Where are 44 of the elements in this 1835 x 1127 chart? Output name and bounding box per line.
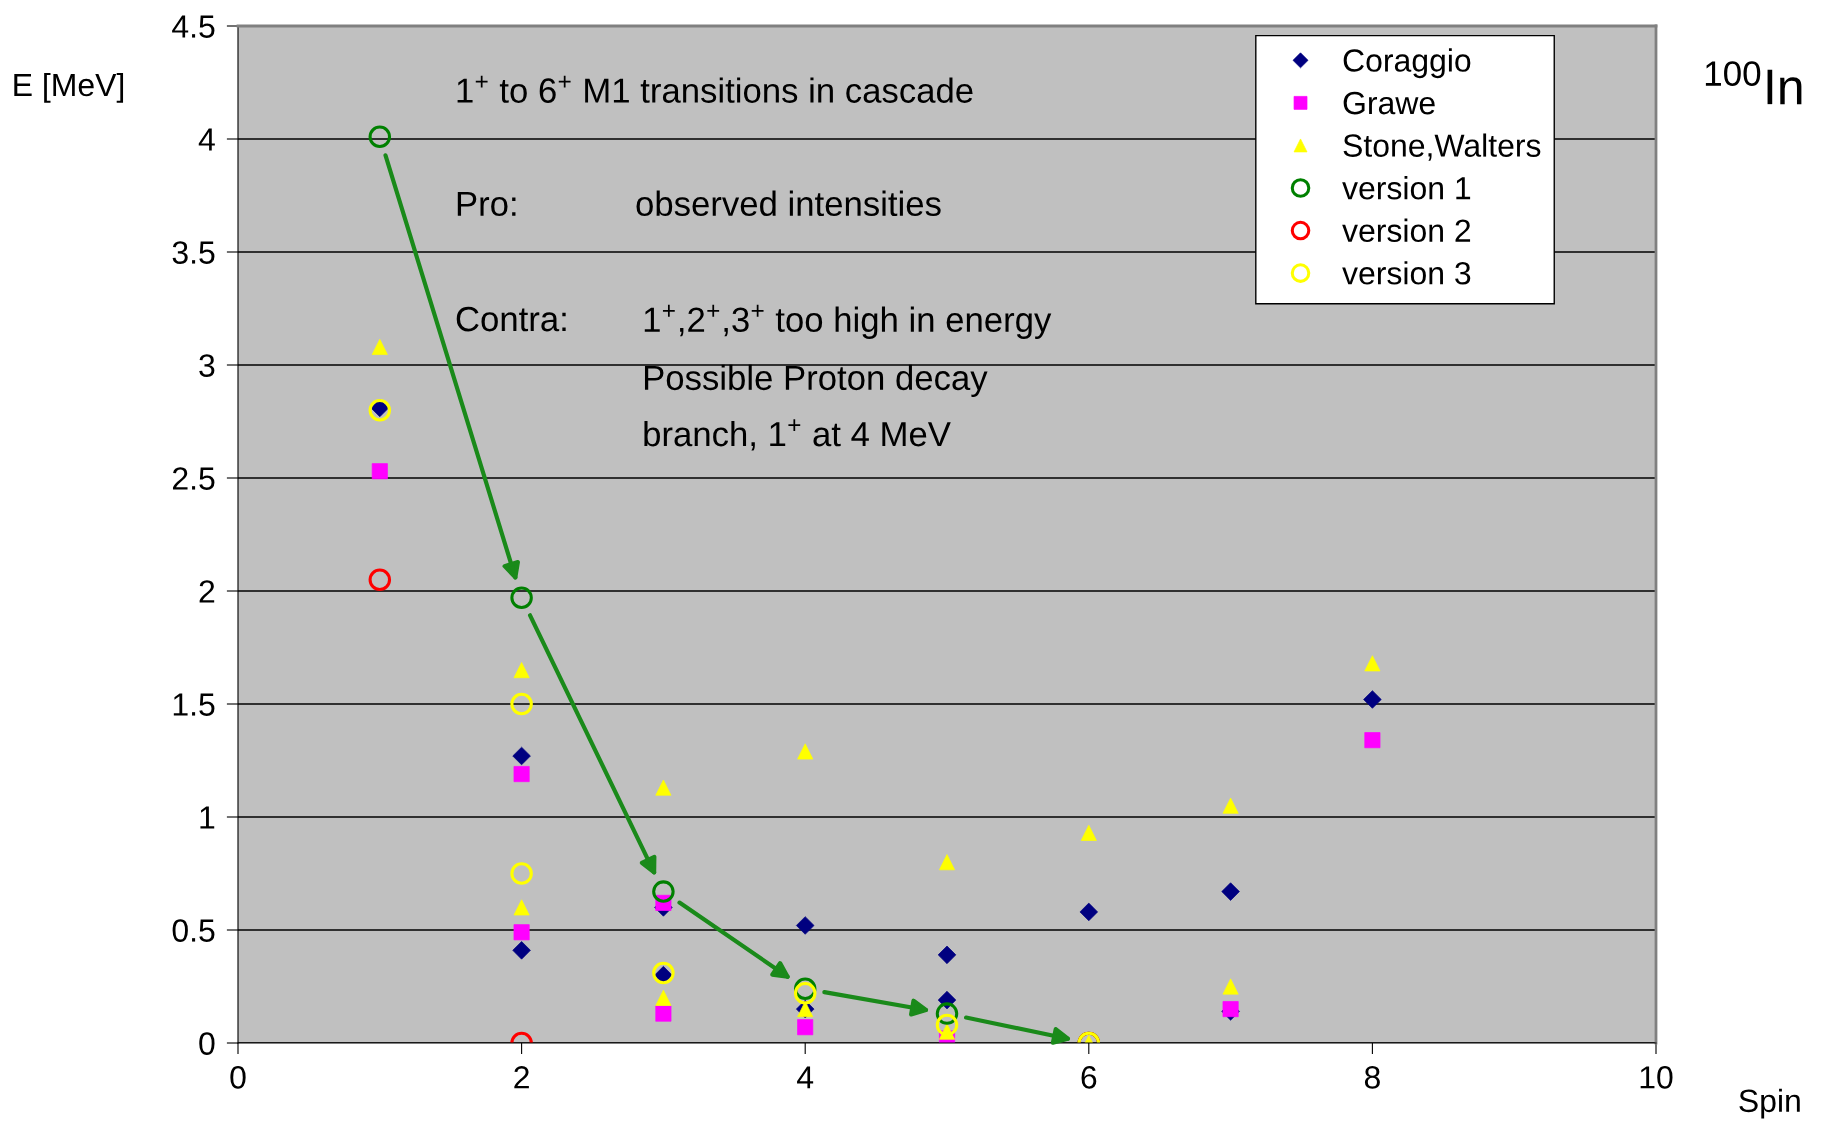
annotation: Contra: bbox=[456, 306, 566, 332]
point bbox=[510, 862, 533, 885]
y-tick-label: 1 bbox=[200, 806, 215, 829]
point bbox=[368, 568, 392, 591]
legend-label: Grawe bbox=[1343, 91, 1435, 115]
point bbox=[935, 1013, 959, 1037]
y-tick-label: 0.5 bbox=[172, 919, 215, 942]
y-tick-label: 3.5 bbox=[172, 241, 215, 264]
point bbox=[371, 338, 388, 355]
y-tick-label: 2 bbox=[199, 580, 215, 603]
y-tick-label: 0 bbox=[199, 1032, 215, 1055]
annotation: observed intensities bbox=[636, 190, 941, 217]
y-tick-label: 3 bbox=[199, 354, 215, 377]
annotation: Possible Proton decay bbox=[644, 364, 988, 397]
y-tick-label: 4.5 bbox=[172, 15, 215, 38]
annotation: branch, 1$^{+}$ at 4 MeV bbox=[644, 419, 951, 451]
text: $^{100}$In bbox=[1705, 61, 1802, 105]
point bbox=[510, 586, 533, 610]
y-tick-label: 2.5 bbox=[172, 467, 215, 490]
x-tick-label: 8 bbox=[1364, 1066, 1380, 1089]
x-tick-label: 10 bbox=[1640, 1066, 1673, 1089]
x-tick-label: 6 bbox=[1081, 1066, 1097, 1089]
y-axis-title: E [MeV] bbox=[14, 72, 124, 103]
legend-label: Coraggio bbox=[1343, 48, 1471, 79]
point bbox=[793, 982, 817, 1005]
point bbox=[510, 692, 533, 716]
point bbox=[652, 961, 675, 985]
annotation: 1$^{+}$ to 6$^{+}$ M1 transitions in cascade bbox=[457, 75, 973, 103]
y-tick-label: 1.5 bbox=[173, 693, 215, 716]
annotation: 1$^{+}$,2$^{+}$,3$^{+}$ too high in energy bbox=[644, 304, 1052, 339]
point bbox=[652, 880, 675, 903]
legend-label: version 2 bbox=[1342, 218, 1471, 243]
legend-label: version 3 bbox=[1342, 261, 1471, 285]
point bbox=[797, 743, 814, 760]
point bbox=[512, 746, 531, 766]
legend-label: version 1 bbox=[1342, 176, 1471, 200]
point bbox=[368, 125, 392, 148]
x-axis-title: Spin bbox=[1739, 1088, 1800, 1119]
annotation: Pro: bbox=[457, 191, 516, 217]
y-tick-label: 4 bbox=[198, 128, 215, 151]
x-tick-label: 2 bbox=[514, 1066, 529, 1089]
x-tick-label: 4 bbox=[797, 1066, 814, 1089]
legend-label: Stone,Walters bbox=[1343, 133, 1541, 161]
x-tick-label: 0 bbox=[230, 1066, 246, 1089]
